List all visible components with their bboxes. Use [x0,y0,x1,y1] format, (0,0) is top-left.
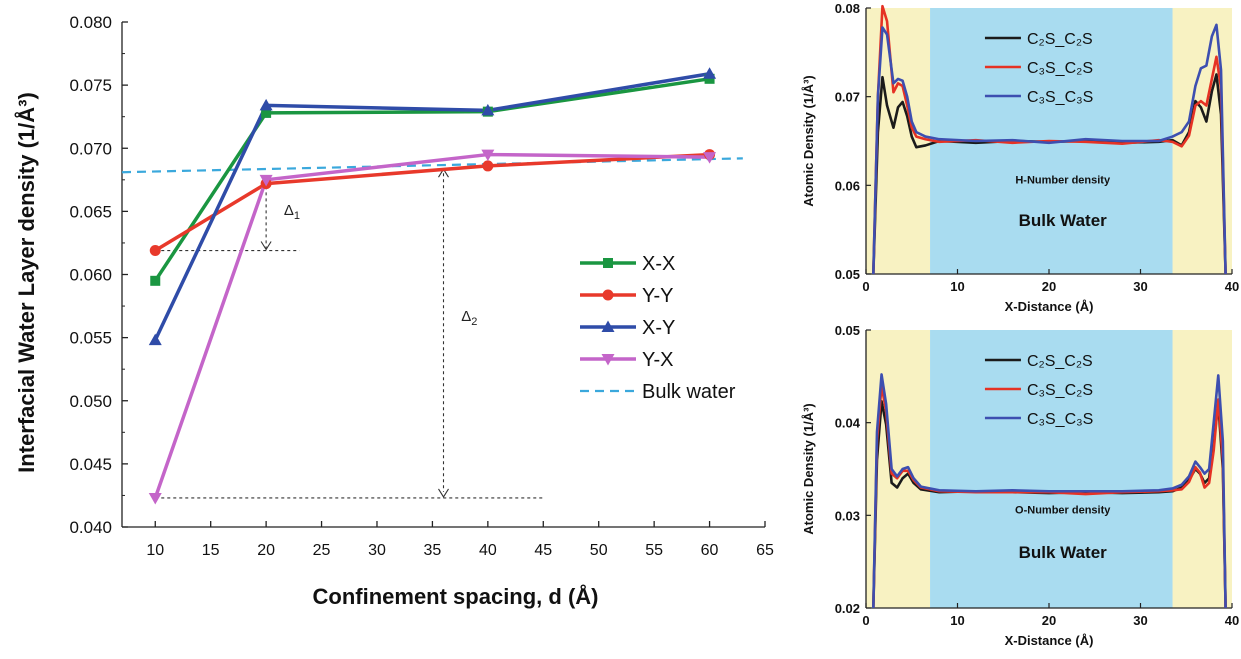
data-point-y-x [481,149,495,162]
data-point-x-x [150,275,161,286]
x-tick-label: 55 [645,542,663,559]
top-series-line [872,23,1227,275]
legend-label-x-x: X-X [642,253,675,275]
top-inner-label: H-Number density [1015,175,1111,187]
data-point-y-y [149,245,161,257]
y-axis-title: Interfacial Water Layer density (1/Å³) [13,92,39,473]
legend-label-y-x: Y-X [642,349,674,371]
chart-left-interfacial-density: 0.040 0.045 0.050 0.055 0.060 0.065 0.070 0.075… [13,13,774,609]
bottom-x-axis-title: X-Distance (Å) [1005,633,1094,648]
delta1-arrowhead [260,241,272,251]
y-tick-label: 0.055 [69,329,112,348]
data-point-x-y [703,67,717,79]
data-point-y-x [703,152,717,164]
bulk-water-line [121,157,743,174]
data-point-x-x [704,73,715,84]
series-line-y-y [154,152,710,253]
top-region-label: Bulk Water [1019,211,1108,230]
data-point-y-y [482,160,494,172]
x-tick-label: 45 [534,542,552,559]
top-y-tick-label: 0.07 [835,90,860,105]
delta2-label: Δ2 [461,308,477,328]
legend-marker-x-y [601,320,615,332]
y-tick-label: 0.075 [69,76,112,95]
top-x-tick-label: 20 [1042,279,1056,294]
legend-marker-y-y [602,289,614,301]
bottom-legend-label: C₂S_C₂S [1027,353,1093,370]
bottom-legend-label: C₃S_C₂S [1027,382,1093,399]
x-tick-label: 35 [424,542,442,559]
top-x-tick-label: 30 [1133,279,1147,294]
top-legend-label: C₂S_C₂S [1027,31,1093,48]
bottom-x-tick-label: 10 [950,613,964,628]
delta2-arrowhead-bottom [438,488,449,499]
x-tick-label: 25 [313,542,331,559]
bottom-inner-label: O-Number density [1015,504,1111,516]
top-y-tick-label: 0.05 [835,267,860,282]
bottom-series-line [872,384,1227,609]
bottom-region-label: Bulk Water [1019,543,1108,562]
top-legend-label: C₃S_C₂S [1027,60,1093,77]
data-point-x-y [148,333,162,346]
legend-label-bulk-water: Bulk water [642,381,736,403]
x-tick-label: 30 [368,542,386,559]
legend-label-y-y: Y-Y [642,285,674,307]
top-x-tick-label: 0 [862,279,869,294]
x-tick-label: 60 [701,542,719,559]
top-x-tick-label: 10 [950,279,964,294]
y-tick-label: 0.070 [69,139,112,158]
y-tick-label: 0.040 [69,518,112,537]
series-line-x-y [153,72,710,341]
series-line-x-x [153,77,710,282]
x-tick-label: 20 [257,542,275,559]
bottom-y-tick-label: 0.04 [835,416,861,431]
top-y-axis-title: Atomic Density (1/Å³) [801,75,816,206]
y-tick-label: 0.045 [69,455,112,474]
chart-bottom-o-number-density: 0.02 0.03 0.04 0.05 0 10 20 30 40 X-Distance (Å) A… [801,323,1239,648]
data-point-y-x [259,174,273,187]
data-point-x-y [259,98,273,111]
bottom-y-axis-title: Atomic Density (1/Å³) [801,403,816,534]
data-point-y-x [148,492,162,505]
y-tick-label: 0.065 [69,202,112,221]
x-axis-title: Confinement spacing, d (Å) [313,583,599,609]
series-line-y-x [153,152,710,499]
bottom-x-tick-label: 0 [862,613,869,628]
bottom-y-tick-label: 0.03 [835,508,860,523]
bottom-y-tick-label: 0.05 [835,323,860,338]
bottom-x-tick-label: 40 [1225,613,1239,628]
bottom-legend-label: C₃S_C₃S [1027,411,1093,428]
x-tick-label: 15 [202,542,220,559]
bottom-y-tick-label: 0.02 [835,601,860,616]
top-y-tick-label: 0.08 [835,1,860,16]
bottom-x-tick-label: 30 [1133,613,1147,628]
legend-marker-y-x [601,354,615,366]
top-y-tick-label: 0.06 [835,178,860,193]
top-legend-label: C₃S_C₃S [1027,89,1093,106]
top-x-axis-title: X-Distance (Å) [1005,299,1094,314]
data-point-x-x [261,107,272,118]
delta1-label: Δ1 [284,202,300,222]
x-tick-label: 40 [479,542,497,559]
x-tick-label: 50 [590,542,608,559]
y-tick-label: 0.050 [69,392,112,411]
top-x-tick-label: 40 [1225,279,1239,294]
data-point-x-y [481,103,495,116]
bottom-x-tick-label: 20 [1042,613,1056,628]
bottom-series-line [872,373,1227,609]
x-tick-label: 65 [756,542,774,559]
chart-top-h-number-density: 0.05 0.06 0.07 0.08 0 10 20 30 40 X-Distance (Å) A… [801,1,1239,314]
legend-label-x-y: X-Y [642,317,675,339]
y-tick-label: 0.060 [69,266,112,285]
legend-marker-x-x [603,258,613,268]
y-tick-label: 0.080 [69,13,112,32]
x-tick-label: 10 [146,542,164,559]
bottom-bulk-region [930,330,1173,608]
